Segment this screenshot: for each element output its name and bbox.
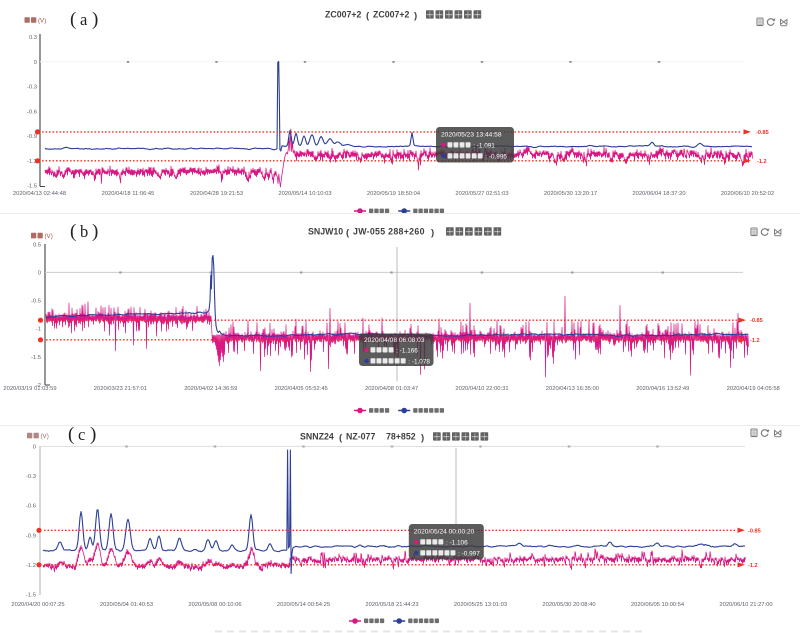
svg-text:2020/05/25 13:01:03: 2020/05/25 13:01:03 — [454, 602, 507, 608]
svg-text:): ) — [421, 433, 424, 444]
svg-text:(: ( — [346, 228, 350, 239]
svg-text:2020/05/08 00:10:06: 2020/05/08 00:10:06 — [188, 602, 241, 608]
svg-text:2020/03/23 21:57:01: 2020/03/23 21:57:01 — [94, 386, 147, 392]
svg-text:2020/05/14 00:54:25: 2020/05/14 00:54:25 — [277, 602, 330, 608]
svg-text:: -1.091: : -1.091 — [473, 142, 495, 149]
svg-text:-1.5: -1.5 — [27, 184, 37, 190]
svg-text:(: ( — [70, 9, 76, 30]
svg-text:0.3: 0.3 — [29, 35, 37, 41]
svg-text:-1.5: -1.5 — [26, 593, 36, 599]
svg-text:2020/05/19 18:50:04: 2020/05/19 18:50:04 — [367, 191, 421, 197]
svg-text:-0.6: -0.6 — [27, 109, 37, 115]
svg-text:(V): (V) — [41, 433, 49, 440]
svg-text:-0.85: -0.85 — [748, 528, 761, 534]
svg-text:(: ( — [68, 424, 74, 445]
svg-text:-0.3: -0.3 — [27, 85, 37, 91]
svg-text:(V): (V) — [38, 18, 46, 25]
svg-text:2020/04/05 05:52:45: 2020/04/05 05:52:45 — [275, 386, 328, 392]
svg-text:78+852: 78+852 — [386, 432, 416, 442]
svg-text:: -1.166: : -1.166 — [396, 347, 418, 354]
svg-text:-1.2: -1.2 — [26, 563, 36, 569]
svg-text:JW-055 288+260: JW-055 288+260 — [353, 227, 425, 237]
svg-text:): ) — [414, 11, 417, 22]
svg-text:0: 0 — [33, 445, 36, 451]
svg-text:2020/04/13 16:35:00: 2020/04/13 16:35:00 — [546, 386, 599, 392]
svg-text:a: a — [80, 10, 88, 29]
svg-text:2020/06/04 18:37:20: 2020/06/04 18:37:20 — [632, 191, 685, 197]
svg-text:2020/05/24 00:00:20: 2020/05/24 00:00:20 — [414, 528, 475, 535]
svg-text:2020/06/05 10:00:54: 2020/06/05 10:00:54 — [631, 602, 685, 608]
svg-text:SNNZ24: SNNZ24 — [300, 432, 334, 442]
svg-text:2020/06/10 21:27:00: 2020/06/10 21:27:00 — [719, 602, 772, 608]
svg-text:2020/04/10 22:00:31: 2020/04/10 22:00:31 — [455, 386, 508, 392]
svg-text:NZ-077: NZ-077 — [346, 432, 375, 442]
svg-text:ZC007+2: ZC007+2 — [373, 10, 410, 20]
svg-text:): ) — [431, 228, 434, 239]
svg-text:(: ( — [70, 221, 76, 242]
svg-text:-0.9: -0.9 — [26, 533, 36, 539]
svg-text:-1.2: -1.2 — [750, 338, 760, 344]
svg-text:0.5: 0.5 — [33, 242, 41, 248]
svg-text:-0.85: -0.85 — [756, 130, 769, 136]
svg-text:): ) — [90, 424, 96, 445]
svg-text:: -0.997: : -0.997 — [458, 550, 480, 557]
svg-text:c: c — [78, 425, 85, 444]
svg-text:-2: -2 — [36, 383, 41, 389]
svg-text:2020/04/28 19:21:53: 2020/04/28 19:21:53 — [190, 191, 243, 197]
svg-text:: -0.995: : -0.995 — [485, 153, 507, 160]
svg-text:2020/05/30 20:08:40: 2020/05/30 20:08:40 — [542, 602, 595, 608]
svg-text:): ) — [92, 9, 98, 30]
svg-text:-1.5: -1.5 — [31, 355, 41, 361]
svg-text:2020/04/19 04:05:58: 2020/04/19 04:05:58 — [727, 386, 780, 392]
svg-text:SNJW10: SNJW10 — [308, 227, 343, 237]
svg-text:(V): (V) — [45, 233, 53, 240]
svg-text:ZC007+2: ZC007+2 — [325, 10, 362, 20]
svg-text:-1.2: -1.2 — [757, 159, 767, 165]
svg-text:2020/04/16 13:52:49: 2020/04/16 13:52:49 — [636, 386, 689, 392]
svg-text:0: 0 — [34, 60, 37, 66]
svg-text:2020/04/08 01:03:47: 2020/04/08 01:03:47 — [365, 386, 418, 392]
svg-text:-0.5: -0.5 — [31, 299, 41, 305]
svg-text:2020/04/02 14:36:59: 2020/04/02 14:36:59 — [184, 386, 237, 392]
svg-text:2020/04/20 00:07:25: 2020/04/20 00:07:25 — [11, 602, 64, 608]
svg-text:2020/05/18 21:44:23: 2020/05/18 21:44:23 — [365, 602, 418, 608]
svg-text:(: ( — [339, 433, 343, 444]
svg-text:(: ( — [366, 11, 370, 22]
svg-text:-0.9: -0.9 — [27, 134, 37, 140]
svg-text:): ) — [92, 221, 98, 242]
svg-text:2020/03/19 01:03:59: 2020/03/19 01:03:59 — [3, 386, 56, 392]
svg-text:2020/04/08 06:08:03: 2020/04/08 06:08:03 — [364, 337, 425, 344]
svg-text:-1: -1 — [36, 327, 41, 333]
svg-text:2020/05/23 13:44:58: 2020/05/23 13:44:58 — [441, 131, 502, 138]
svg-text:2020/06/10 20:52:02: 2020/06/10 20:52:02 — [721, 191, 774, 197]
svg-text:2020/04/18 11:06:45: 2020/04/18 11:06:45 — [102, 191, 155, 197]
svg-text:2020/05/14 10:10:03: 2020/05/14 10:10:03 — [278, 191, 331, 197]
svg-text:2020/05/30 13:20:17: 2020/05/30 13:20:17 — [544, 191, 597, 197]
svg-text:-1.2: -1.2 — [748, 563, 758, 569]
svg-text:2020/05/04 01:40:53: 2020/05/04 01:40:53 — [100, 602, 153, 608]
svg-text:-1.2: -1.2 — [27, 159, 37, 165]
svg-text:0: 0 — [38, 271, 41, 277]
svg-text:b: b — [80, 222, 88, 241]
svg-text:: -1.078: : -1.078 — [408, 358, 430, 365]
svg-text:-0.85: -0.85 — [750, 318, 763, 324]
svg-text:-0.3: -0.3 — [26, 474, 36, 480]
svg-text:2020/04/13 02:44:48: 2020/04/13 02:44:48 — [13, 191, 66, 197]
svg-text:: -1.106: : -1.106 — [446, 539, 468, 546]
svg-text:2020/05/27 02:51:03: 2020/05/27 02:51:03 — [455, 191, 508, 197]
svg-text:-0.6: -0.6 — [26, 504, 36, 510]
